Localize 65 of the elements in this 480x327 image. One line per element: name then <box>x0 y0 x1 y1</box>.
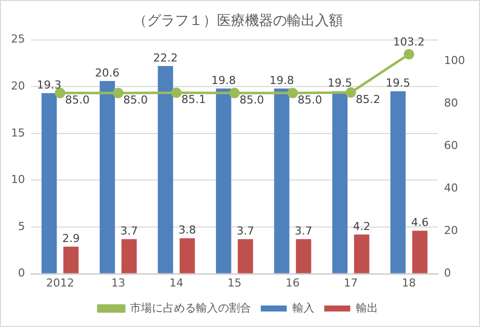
x-tick-label: 13 <box>111 276 126 290</box>
bar <box>354 234 370 274</box>
bar <box>63 246 79 274</box>
bar <box>390 91 406 274</box>
y-tick-label: 20 <box>10 79 25 92</box>
bar <box>121 239 137 274</box>
data-label: 19.5 <box>386 76 410 90</box>
point <box>229 88 240 98</box>
y-tick-label: 10 <box>10 173 25 186</box>
data-label: 85.0 <box>298 93 322 106</box>
bar <box>332 91 348 274</box>
data-label: 3.7 <box>120 224 138 238</box>
x-tick-label: 18 <box>402 276 416 290</box>
bar <box>42 93 57 274</box>
x-tick-label: 14 <box>169 276 184 290</box>
y-tick-label: 0 <box>18 266 25 280</box>
bar <box>274 88 290 274</box>
data-label: 3.7 <box>236 224 254 238</box>
data-label: 19.5 <box>328 76 352 90</box>
chart-title: （グラフ１）医療機器の輸出入額 <box>133 13 343 30</box>
data-label: 2.9 <box>62 232 80 246</box>
point <box>54 88 66 98</box>
y2-tick-label: 80 <box>444 96 458 110</box>
data-label: 3.8 <box>178 224 196 237</box>
data-label: 4.6 <box>411 216 429 230</box>
data-label: 19.3 <box>36 78 62 92</box>
y2-tick-label: 60 <box>444 139 458 152</box>
bar <box>100 80 115 274</box>
bar <box>238 239 254 274</box>
bar <box>158 66 174 274</box>
data-label: 85.2 <box>356 92 380 106</box>
data-label: 19.8 <box>269 74 294 87</box>
point <box>287 88 298 98</box>
data-label: 20.6 <box>95 66 120 80</box>
bar <box>296 239 312 274</box>
x-tick-label: 16 <box>286 276 300 290</box>
y-tick-label: 5 <box>18 220 25 233</box>
legend-label: 輸入 <box>292 301 314 314</box>
data-label: 3.7 <box>294 224 312 238</box>
legend-label: 市場に占める輸入の割合 <box>130 301 251 314</box>
y-tick-label: 15 <box>10 126 25 140</box>
data-label: 22.2 <box>153 51 178 64</box>
data-label: 85.0 <box>65 93 90 106</box>
point <box>112 88 124 98</box>
x-tick-label: 2012 <box>46 276 74 290</box>
data-label: 19.8 <box>211 74 236 87</box>
x-tick-label: 17 <box>344 276 358 290</box>
data-label: 85.0 <box>240 93 264 106</box>
y2-tick-label: 20 <box>444 224 458 238</box>
data-label: 85.1 <box>181 93 206 106</box>
y-tick-label: 25 <box>10 32 25 46</box>
bar <box>216 88 232 274</box>
bar <box>180 238 195 274</box>
data-label: 103.2 <box>393 36 425 49</box>
y2-tick-label: 0 <box>444 266 452 280</box>
x-tick-label: 15 <box>228 276 242 290</box>
point <box>346 87 356 98</box>
data-label: 85.0 <box>123 93 148 106</box>
y2-tick-label: 40 <box>444 182 458 195</box>
legend-label: 輸出 <box>356 301 378 314</box>
y2-tick-label: 100 <box>444 54 466 67</box>
point <box>404 49 414 60</box>
point <box>171 88 182 98</box>
data-label: 4.2 <box>352 220 370 233</box>
bar <box>412 230 428 274</box>
